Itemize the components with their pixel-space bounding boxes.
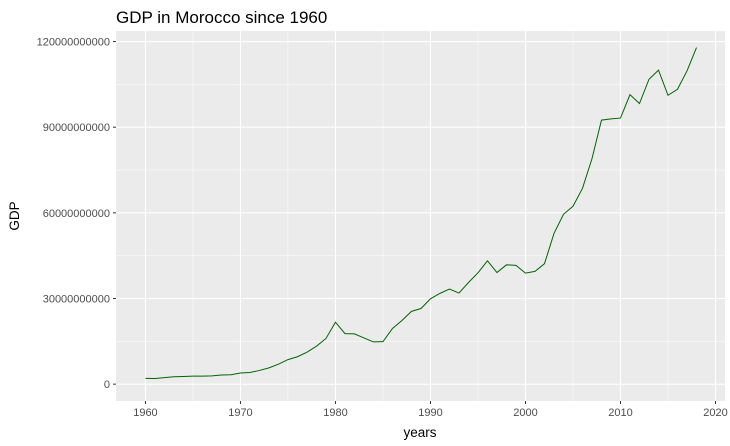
y-axis-title: GDP	[7, 201, 22, 230]
x-tick-label: 2020	[703, 407, 727, 419]
y-tick-label: 120000000000	[37, 37, 110, 49]
chart-title: GDP in Morocco since 1960	[116, 8, 327, 27]
major-gridlines	[116, 31, 725, 401]
gdp-series-line	[145, 47, 697, 379]
x-tick-label: 1970	[228, 407, 252, 419]
y-tick-label: 90000000000	[43, 122, 110, 134]
x-tick-label: 1960	[133, 407, 157, 419]
x-tick-label: 1990	[418, 407, 442, 419]
x-tick-label: 1980	[323, 407, 347, 419]
x-tick-label: 2000	[513, 407, 537, 419]
plot-panel	[116, 31, 725, 401]
y-tick-label: 0	[104, 379, 110, 391]
x-axis-ticks: 1960 1970 1980 1990 2000 2010 2020	[133, 401, 728, 419]
x-tick-label: 2010	[608, 407, 632, 419]
minor-gridlines	[116, 31, 725, 428]
x-axis-title: years	[403, 425, 436, 440]
y-axis-ticks: 0 30000000000 60000000000 90000000000 120000…	[37, 37, 116, 391]
y-tick-label: 30000000000	[43, 294, 110, 306]
y-tick-label: 60000000000	[43, 208, 110, 220]
